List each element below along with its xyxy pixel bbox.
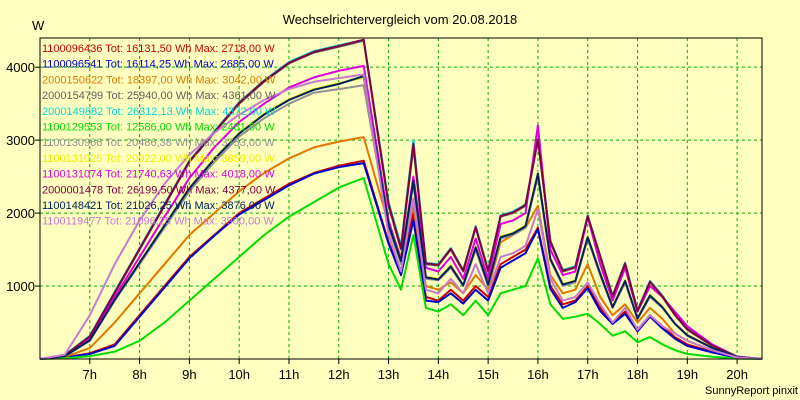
x-tick-label: 16h xyxy=(527,367,549,382)
plot-background xyxy=(40,38,762,359)
legend-entry-12: 1100119477 Tot: 21096,25 Wh Max: 3900,00… xyxy=(42,216,274,228)
y-tick-label: 1000 xyxy=(6,279,35,294)
legend-entry-9: 1100131074 Tot: 21740,63 Wh Max: 4018,00… xyxy=(42,169,275,181)
x-tick-label: 10h xyxy=(228,367,250,382)
legend-entry-3: 2000150622 Tot: 18397,00 Wh Max: 3042,00… xyxy=(42,74,276,86)
plot-border xyxy=(39,37,763,360)
legend-entry-2: 1100096541 Tot: 16114,25 Wh Max: 2685,00… xyxy=(42,59,274,71)
x-tick-label: 8h xyxy=(132,367,146,382)
y-axis-unit: W xyxy=(32,18,45,33)
series-line-6 xyxy=(39,177,763,360)
x-tick-label: 17h xyxy=(577,367,599,382)
x-tick-label: 11h xyxy=(279,367,300,382)
x-tick-label: 12h xyxy=(328,367,350,382)
x-axis: 7h 8h 9h 10h 11h 12h 13h 14h 15h 16h 17h 18h 19h 20h xyxy=(83,359,748,382)
legend-entry-10: 2000001478 Tot: 26199,50 Wh Max: 4377,00… xyxy=(42,184,276,196)
x-tick-label: 14h xyxy=(427,367,449,382)
legend-entry-8: 1100131025 Tot: 20922,00 Wh Max: 3859,00… xyxy=(42,153,275,165)
legend-entry-7: 1100130966 Tot: 20486,38 Wh Max: 3753,00… xyxy=(42,137,275,149)
series-line-11 xyxy=(39,75,763,360)
x-tick-label: 20h xyxy=(726,367,748,382)
legend-entry-5: 2000149882 Tot: 26312,13 Wh Max: 4372,00… xyxy=(42,106,276,118)
x-tick-label: 18h xyxy=(627,367,649,382)
x-tick-label: 15h xyxy=(477,367,499,382)
legend-entry-11: 1100148421 Tot: 21026,25 Wh Max: 3876,00… xyxy=(42,200,275,212)
x-tick-label: 9h xyxy=(182,367,196,382)
series-group xyxy=(39,38,763,360)
legend-entry-4: 2000154799 Tot: 25940,00 Wh Max: 4361,00… xyxy=(42,90,276,102)
x-tick-label: 19h xyxy=(676,367,698,382)
footer-credit: SunnyReport pinxit xyxy=(705,385,798,397)
x-tick-label: 7h xyxy=(83,367,97,382)
y-tick-label: 3000 xyxy=(6,133,35,148)
chart-title: Wechselrichtervergleich vom 20.08.2018 xyxy=(283,12,518,27)
series-line-3 xyxy=(39,136,763,360)
series-line-12 xyxy=(39,73,763,360)
legend-entry-6: 1100129553 Tot: 12586,00 Wh Max: 2481,00… xyxy=(42,122,275,134)
x-tick-label: 13h xyxy=(378,367,400,382)
legend-entry-1: 1100096436 Tot: 16131,50 Wh Max: 2718,00… xyxy=(42,43,275,55)
y-axis: 1000 2000 3000 4000 xyxy=(6,60,40,294)
y-tick-label: 2000 xyxy=(6,206,35,221)
y-tick-label: 4000 xyxy=(6,60,35,75)
legend: 1100096436 Tot: 16131,50 Wh Max: 2718,00… xyxy=(42,43,276,228)
